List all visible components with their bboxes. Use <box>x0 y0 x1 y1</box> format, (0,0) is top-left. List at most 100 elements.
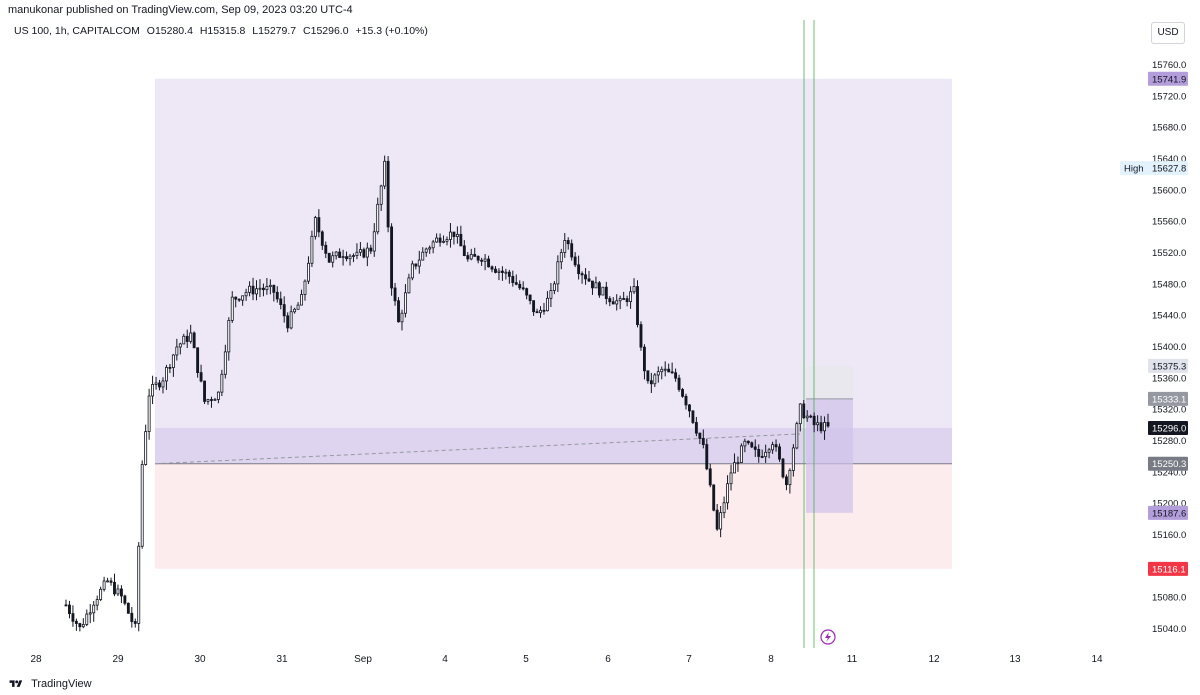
candle-body <box>199 372 203 382</box>
candle <box>743 438 747 453</box>
candle-body <box>161 380 165 388</box>
candle-body <box>646 370 650 382</box>
price-tick-label: 15040.0 <box>1152 624 1186 635</box>
candle-body <box>767 449 771 453</box>
candle <box>338 248 342 258</box>
candle-body <box>750 442 754 448</box>
candle-body <box>355 251 359 256</box>
candle-body <box>771 444 775 451</box>
candle-body <box>500 270 504 273</box>
candle-body <box>764 451 768 458</box>
candle <box>417 250 421 274</box>
candle-body <box>442 240 445 243</box>
candle-body <box>372 231 376 252</box>
candle-body <box>563 240 567 253</box>
candle <box>213 397 217 401</box>
candle-body <box>234 296 238 300</box>
candle <box>182 333 186 345</box>
price-tag-text: High <box>1124 164 1144 175</box>
candle-body <box>587 278 591 282</box>
candle <box>241 295 245 306</box>
candle <box>251 277 255 301</box>
price-tick-label: 15680.0 <box>1152 123 1186 134</box>
candle-body <box>428 247 432 250</box>
candle-body <box>137 545 141 624</box>
candle-body <box>698 432 702 439</box>
candle-body <box>324 244 328 254</box>
price-tick-label: 15760.0 <box>1152 60 1186 71</box>
candle <box>556 255 560 293</box>
candle <box>736 456 740 472</box>
candle <box>639 321 643 351</box>
candle <box>334 251 338 260</box>
ohlc-high: H15315.8 <box>199 25 246 37</box>
tradingview-brand[interactable]: TradingView <box>31 678 92 691</box>
candle <box>109 577 113 586</box>
candle-body <box>331 255 335 263</box>
candle <box>428 245 432 254</box>
candle-body <box>642 346 646 372</box>
candle-body <box>300 294 303 306</box>
candle <box>604 281 608 305</box>
candle-body <box>784 476 788 486</box>
time-tick-label: 31 <box>276 654 288 665</box>
candle-body <box>147 395 151 433</box>
time-tick-label: 5 <box>523 654 529 665</box>
candle-body <box>78 623 82 628</box>
currency-button[interactable]: USD <box>1151 22 1185 44</box>
candle-body <box>182 335 186 345</box>
price-axis: 15760.0 15720.0 15680.0 15640.0 15600.0 15560… <box>1120 60 1188 635</box>
candle-body <box>123 595 127 604</box>
candle-body <box>760 456 764 458</box>
candle <box>746 440 750 445</box>
candle-series <box>64 155 830 632</box>
lightning-icon <box>820 629 836 645</box>
candle-body <box>289 311 293 329</box>
candle <box>559 248 563 270</box>
candle-body <box>802 403 806 419</box>
symbol-name[interactable]: US 100, 1h, CAPITALCOM <box>14 25 140 37</box>
candle <box>216 391 220 404</box>
candle <box>455 226 459 244</box>
candle <box>435 233 439 243</box>
candle-body <box>674 372 678 379</box>
candle-body <box>535 311 539 314</box>
candle <box>791 444 795 477</box>
candle <box>784 474 788 491</box>
candle <box>480 257 484 266</box>
candle <box>688 403 691 418</box>
candle-body <box>455 233 459 237</box>
candle-body <box>681 389 684 397</box>
candle-body <box>414 263 418 267</box>
candle-body <box>435 237 439 243</box>
candle-body <box>694 422 698 434</box>
candle <box>507 269 511 284</box>
candle <box>265 277 269 295</box>
candle-body <box>677 377 681 390</box>
price-label-text: 15375.3 <box>1152 361 1186 372</box>
candle-body <box>400 312 404 323</box>
candle <box>206 398 210 405</box>
candle-body <box>258 287 262 290</box>
candle-body <box>133 621 137 624</box>
candle <box>608 296 612 307</box>
candle <box>684 393 688 410</box>
candle <box>694 416 698 437</box>
candle-body <box>615 300 619 305</box>
candle-body <box>591 280 594 289</box>
candle <box>500 266 504 281</box>
candle-body <box>473 254 477 257</box>
candle-body <box>237 298 241 301</box>
candle <box>310 230 314 268</box>
candle <box>171 354 175 377</box>
candle <box>397 297 400 323</box>
price-label: 15741.9 <box>1148 71 1188 86</box>
candle <box>497 268 501 281</box>
time-tick-label: 29 <box>112 654 124 665</box>
candle-body <box>213 399 217 401</box>
candle <box>137 542 141 632</box>
candle <box>64 599 68 607</box>
candle <box>99 586 103 602</box>
candle-body <box>816 422 820 426</box>
